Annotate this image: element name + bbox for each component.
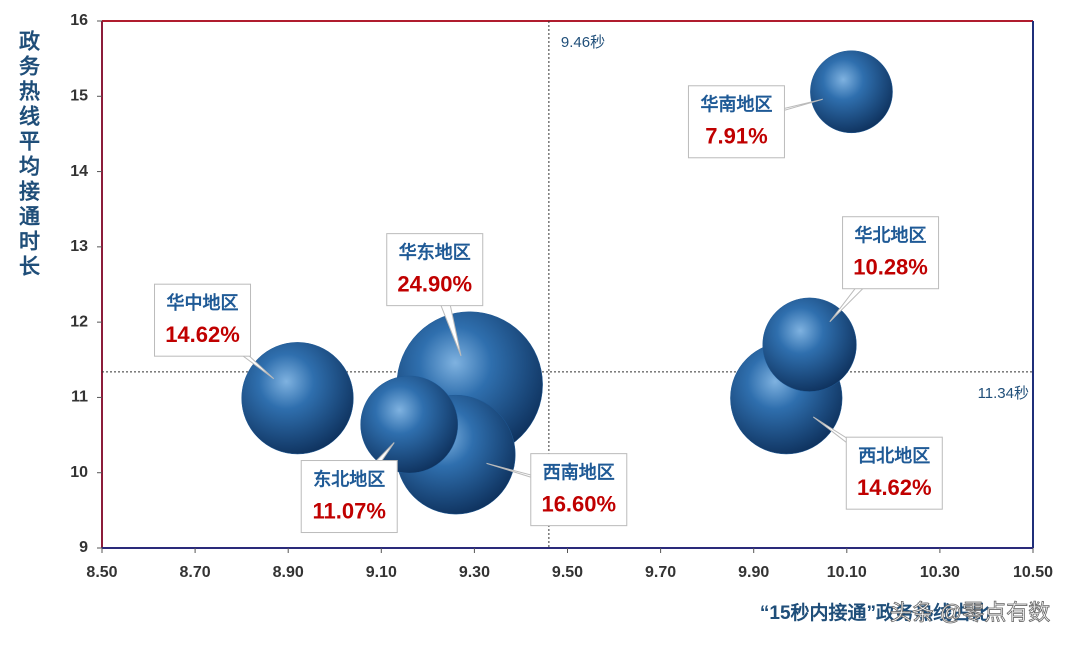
reference-label: 9.46秒: [561, 34, 605, 51]
value-label: 11.07%: [313, 498, 386, 523]
callout-box: [845, 436, 943, 510]
x-tick-label: 10.30: [920, 564, 960, 581]
value-label: 24.90%: [397, 271, 472, 296]
y-tick-label: 15: [70, 88, 88, 105]
value-label: 7.91%: [705, 124, 767, 149]
x-tick-label: 9.10: [366, 564, 397, 581]
x-tick-label: 9.70: [645, 564, 676, 581]
bubble-label: 华南地区: [700, 94, 772, 115]
x-tick-label: 10.50: [1013, 564, 1053, 581]
x-axis-title: “15秒内接通”政务热线占比: [760, 601, 990, 624]
callout-box: [386, 233, 484, 307]
callout-box: [300, 460, 398, 534]
value-label: 14.62%: [857, 475, 932, 500]
x-tick-label: 10.10: [827, 564, 867, 581]
watermark: 头条 @零点有数: [890, 600, 1050, 625]
callout-box: [154, 283, 252, 357]
y-axis-title: 政务热线平均接通时长: [16, 29, 40, 280]
bubble: [241, 342, 354, 455]
bubble-label: 西北地区: [858, 445, 930, 466]
callout-box: [530, 453, 628, 527]
x-tick-label: 9.50: [552, 564, 583, 581]
bubble-label: 东北地区: [313, 468, 385, 489]
value-label: 14.62%: [165, 322, 240, 347]
x-tick-label: 9.30: [459, 564, 490, 581]
bubble: [762, 297, 857, 392]
reference-label: 11.34秒: [978, 385, 1029, 402]
y-tick-label: 14: [70, 163, 88, 180]
bubble: [810, 50, 893, 134]
bubble-label: 华中地区: [167, 292, 239, 313]
y-tick-label: 9: [79, 539, 88, 556]
y-tick-label: 13: [70, 238, 88, 255]
y-tick-label: 12: [70, 313, 88, 330]
y-tick-label: 10: [70, 464, 88, 481]
bubble-label: 西南地区: [543, 461, 615, 482]
callout-box: [842, 216, 940, 290]
x-tick-label: 9.90: [738, 564, 769, 581]
x-tick-label: 8.90: [273, 564, 304, 581]
value-label: 10.28%: [853, 255, 928, 280]
bubble: [360, 375, 459, 474]
bubble-label: 华东地区: [399, 241, 471, 262]
value-label: 16.60%: [541, 491, 616, 516]
x-tick-label: 8.70: [180, 564, 211, 581]
x-tick-label: 8.50: [86, 564, 117, 581]
bubble-label: 华北地区: [855, 224, 927, 245]
callout-box: [687, 85, 785, 159]
y-tick-label: 11: [71, 389, 88, 406]
y-tick-label: 16: [70, 12, 88, 29]
